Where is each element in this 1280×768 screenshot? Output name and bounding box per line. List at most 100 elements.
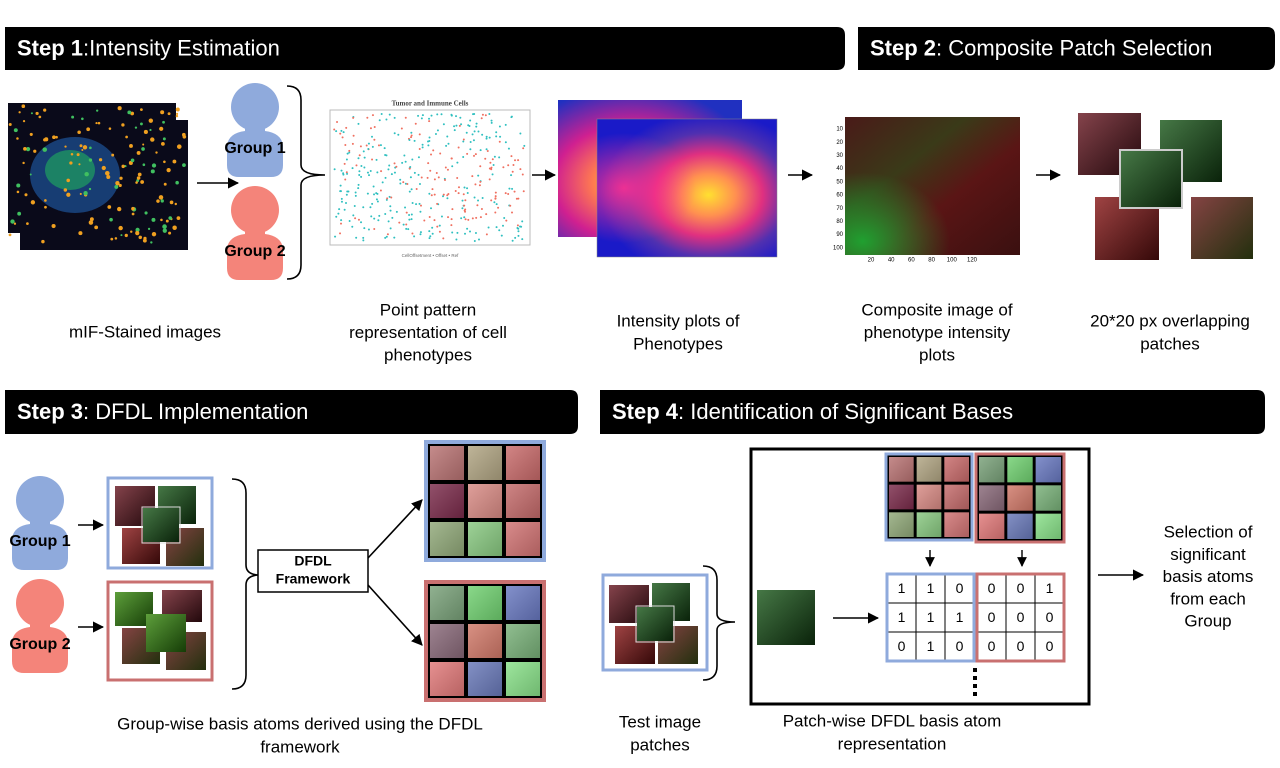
basis-grid-frame bbox=[974, 452, 1066, 544]
plot-point bbox=[494, 195, 497, 198]
plot-point bbox=[456, 176, 459, 179]
plot-point bbox=[474, 183, 477, 186]
plot-point bbox=[408, 214, 411, 217]
plot-point bbox=[495, 203, 498, 206]
plot-point bbox=[362, 150, 365, 153]
patch-sheen bbox=[1121, 151, 1181, 207]
y-tick-label: 100 bbox=[833, 245, 844, 251]
plot-point bbox=[339, 190, 342, 193]
plot-point bbox=[427, 162, 430, 165]
x-tick-label: 120 bbox=[967, 258, 978, 264]
plot-point bbox=[450, 224, 453, 227]
plot-point bbox=[513, 190, 516, 193]
person-body bbox=[12, 621, 68, 673]
mif-cell bbox=[30, 200, 36, 205]
plot-point bbox=[417, 173, 420, 176]
plot-point bbox=[417, 156, 420, 159]
mif-cell bbox=[165, 219, 169, 223]
matrix-cell: 1 bbox=[927, 609, 935, 625]
plot-point bbox=[389, 209, 392, 212]
plot-point bbox=[498, 125, 501, 128]
mif-cell bbox=[111, 153, 115, 157]
mif-cell bbox=[10, 219, 15, 224]
plot-point bbox=[519, 132, 522, 135]
basis-atom-sheen bbox=[468, 624, 502, 658]
plot-point bbox=[475, 122, 478, 125]
plot-point bbox=[451, 231, 454, 234]
basis-atom-sheen bbox=[468, 446, 502, 480]
mif-cell bbox=[38, 115, 42, 119]
mif-cell bbox=[125, 135, 128, 139]
plot-point bbox=[413, 171, 416, 174]
point-plot bbox=[329, 109, 531, 246]
plot-point bbox=[345, 158, 348, 161]
step-header-bar bbox=[600, 390, 1265, 434]
plot-point bbox=[362, 206, 365, 209]
mif-cell bbox=[78, 163, 81, 166]
mif-cell bbox=[94, 225, 99, 230]
plot-point bbox=[354, 191, 357, 194]
person-head bbox=[231, 186, 279, 234]
plot-point bbox=[340, 129, 343, 132]
plot-point bbox=[399, 182, 402, 185]
plot-point bbox=[447, 216, 450, 219]
plot-point bbox=[428, 237, 431, 240]
plot-point bbox=[481, 197, 484, 200]
plot-point bbox=[338, 208, 341, 211]
plot-point bbox=[462, 140, 465, 143]
plot-point bbox=[352, 116, 355, 119]
plot-point bbox=[390, 173, 393, 176]
plot-point bbox=[388, 113, 391, 116]
mif-cell bbox=[121, 164, 125, 169]
plot-point bbox=[402, 223, 405, 226]
mif-cell bbox=[115, 181, 120, 186]
plot-point bbox=[357, 122, 360, 125]
plot-point bbox=[435, 171, 438, 174]
plot-point bbox=[507, 164, 510, 167]
mif-cell bbox=[52, 135, 56, 140]
mif-cell bbox=[25, 146, 31, 152]
plot-point bbox=[410, 218, 413, 221]
plot-point bbox=[340, 219, 343, 222]
patch-outline bbox=[635, 605, 675, 643]
plot-point bbox=[494, 197, 497, 200]
plot-point bbox=[490, 199, 493, 202]
plot-point bbox=[335, 130, 338, 133]
plot-point bbox=[501, 224, 504, 227]
matrix-cell: 0 bbox=[1017, 638, 1025, 654]
mif-cell bbox=[147, 227, 151, 231]
plot-point bbox=[380, 113, 383, 116]
basis-grid-frame bbox=[424, 580, 546, 702]
step-title: : Composite Patch Selection bbox=[936, 35, 1212, 60]
basis-atom-sheen bbox=[944, 457, 969, 482]
plot-point bbox=[421, 114, 424, 117]
mif-cell bbox=[51, 223, 56, 229]
plot-point bbox=[354, 217, 357, 220]
plot-point bbox=[521, 173, 524, 176]
mif-cell bbox=[42, 147, 48, 152]
plot-point bbox=[395, 165, 398, 168]
plot-point bbox=[360, 221, 363, 224]
basis-atom-sheen bbox=[430, 624, 464, 658]
brace bbox=[286, 85, 326, 280]
y-tick-label: 40 bbox=[836, 166, 843, 172]
mif-cell bbox=[150, 137, 155, 142]
plot-point bbox=[464, 232, 467, 235]
mif-cell bbox=[172, 225, 177, 231]
step-header: Step 1:Intensity Estimation bbox=[17, 35, 280, 60]
mif-cell bbox=[143, 129, 148, 135]
plot-point bbox=[405, 223, 408, 226]
mif-cell bbox=[160, 218, 163, 222]
mif-cell bbox=[89, 217, 94, 222]
plot-point bbox=[409, 176, 412, 179]
plot-point bbox=[421, 143, 424, 146]
plot-point bbox=[428, 120, 431, 123]
mif-cell bbox=[33, 149, 37, 153]
basis-atom-sheen bbox=[430, 446, 464, 480]
plot-point bbox=[429, 169, 432, 172]
arrow bbox=[367, 499, 423, 559]
basis-atom-sheen bbox=[1007, 513, 1033, 539]
matrix-cell: 0 bbox=[988, 638, 996, 654]
plot-point bbox=[371, 158, 374, 161]
plot-point bbox=[445, 144, 448, 147]
